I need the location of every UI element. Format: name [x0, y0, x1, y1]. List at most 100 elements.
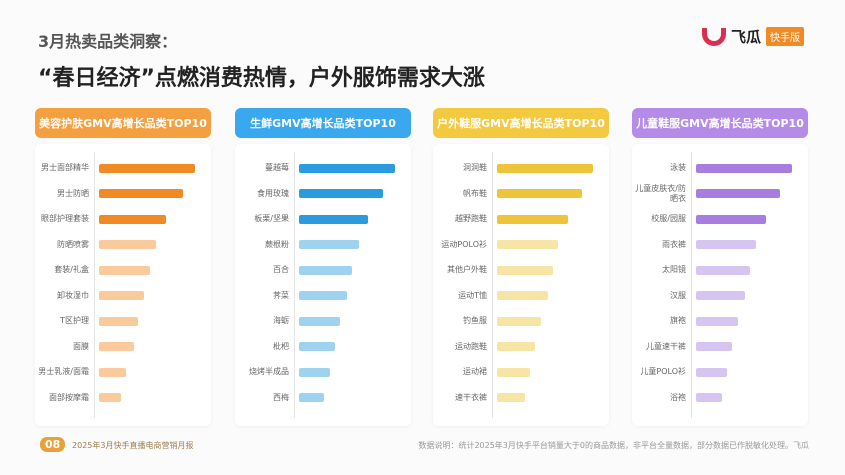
bar-row: 钓鱼服: [433, 309, 609, 333]
bar: [299, 189, 384, 198]
bar-row: 眼部护理套装: [35, 207, 211, 231]
logo-name: 飞瓜: [731, 28, 762, 46]
bar-row: 儿童皮肤衣/防晒衣: [632, 182, 808, 206]
chart-card: 生鲜GMV高增长品类TOP10 蔓越莓 食用玫瑰板栗/坚果蕨根粉 百合荠菜海蛎枇杷烧烤…: [235, 108, 411, 426]
category-label: 板栗/坚果: [254, 214, 289, 223]
bar: [497, 163, 593, 173]
category-label: 雨衣裤: [662, 239, 686, 249]
bar-row: 蕨根粉: [235, 233, 411, 257]
bar: [299, 316, 341, 326]
bar-row: 运动跑鞋: [433, 335, 609, 359]
bar: [99, 367, 126, 377]
bar: [299, 240, 359, 249]
bar-row: 套装/礼盒: [35, 258, 211, 282]
bar-row: 男士面部精华: [35, 156, 211, 180]
bar-row: 西梅: [235, 386, 411, 410]
bar: [99, 342, 134, 351]
bar-row: 男士防晒: [35, 182, 211, 206]
bar: [696, 240, 757, 249]
bar-row: 百合: [235, 258, 411, 282]
bar-row: 汉服: [632, 284, 808, 308]
axis-line: [691, 152, 692, 418]
bar: [299, 393, 324, 402]
bar-row: 海蛎: [235, 309, 411, 333]
chart-body: 泳装儿童皮肤衣/防晒衣校服/园服雨衣裤太阳镜汉服旗袍儿童速干裤儿童POLO衫浴袍: [632, 144, 808, 426]
bar-row: 泳装: [632, 156, 808, 180]
logo: 飞瓜 快手版: [702, 26, 805, 47]
report-name: 2025年3月快手直播电商营销月报: [72, 441, 194, 450]
bar: [696, 291, 745, 300]
chart-title: 生鲜GMV高增长品类TOP10: [235, 108, 411, 138]
bar: [497, 265, 553, 275]
bar: [99, 189, 184, 198]
bar: [696, 214, 767, 224]
bar-row: 越野跑鞋: [433, 207, 609, 231]
bar-row: 荠菜: [235, 284, 411, 308]
bar-row: 雨衣裤: [632, 233, 808, 257]
bar-row: 烧烤半成品: [235, 360, 411, 384]
bar-row: 太阳镜: [632, 258, 808, 282]
chart-card: 儿童鞋服GMV高增长品类TOP10 泳装儿童皮肤衣/防晒衣校服/园服雨衣裤太阳镜汉…: [632, 108, 808, 426]
bar: [99, 163, 195, 173]
category-label: 面部按摩霜: [49, 392, 89, 402]
category-label: 其他户外鞋: [447, 265, 487, 274]
category-label: 运动跑鞋: [455, 341, 487, 351]
page-subtitle: 3月热卖品类洞察：: [38, 32, 178, 51]
category-label: 男士乳液/面霜: [38, 367, 89, 376]
logo-icon: [702, 27, 726, 46]
category-label: 运动裙: [463, 367, 487, 376]
bar: [497, 316, 542, 326]
category-label: 卸妆湿巾: [57, 290, 89, 300]
bar: [696, 393, 722, 402]
logo-tag: 快手版: [766, 27, 805, 46]
category-label: 套装/礼盒: [54, 265, 89, 274]
bar: [299, 265, 352, 275]
category-label: 钓鱼服: [463, 316, 487, 325]
chart-card: 美容护肤GMV高增长品类TOP10 男士面部精华 男士防晒 眼部护理套装 防晒喷雾 套装/…: [35, 108, 211, 426]
category-label: 男士防晒: [57, 188, 89, 198]
category-label: 校服/园服: [651, 214, 686, 223]
chart-body: 洞洞鞋 帆布鞋 越野跑鞋 运动POLO衫 其他户外鞋 运动T恤 钓鱼服 运动跑鞋 运动裙 速干衣裤: [433, 144, 609, 426]
category-label: 枇杷: [273, 341, 289, 351]
bar-row: 旗袍: [632, 309, 808, 333]
bar-row: 面部按摩霜: [35, 386, 211, 410]
category-label: 浴袍: [670, 392, 686, 402]
bar-row: 板栗/坚果: [235, 207, 411, 231]
category-label: 男士面部精华: [41, 163, 89, 172]
chart-title: 户外鞋服GMV高增长品类TOP10: [433, 108, 609, 138]
category-label: 儿童POLO衫: [640, 367, 686, 376]
category-label: 荠菜: [273, 290, 289, 300]
chart-body: 蔓越莓 食用玫瑰板栗/坚果蕨根粉 百合荠菜海蛎枇杷烧烤半成品西梅: [235, 144, 411, 426]
axis-line: [492, 152, 493, 418]
category-label: 旗袍: [670, 316, 686, 325]
category-label: 越野跑鞋: [455, 214, 487, 223]
bar-row: 运动裙: [433, 360, 609, 384]
chart-title: 儿童鞋服GMV高增长品类TOP10: [632, 108, 808, 138]
category-label: 帆布鞋: [463, 188, 487, 198]
category-label: 儿童皮肤衣/防晒衣: [635, 183, 686, 203]
category-label: 太阳镜: [662, 265, 686, 274]
bar: [497, 214, 569, 224]
bar: [99, 316, 139, 326]
bar: [497, 393, 525, 402]
category-label: 西梅: [273, 392, 289, 402]
bar-row: 男士乳液/面霜: [35, 360, 211, 384]
category-label: 儿童速干裤: [646, 341, 686, 351]
bar-row: 速干衣裤: [433, 386, 609, 410]
category-label: 汉服: [670, 290, 686, 300]
bar: [696, 163, 792, 173]
bar-row: 卸妆湿巾: [35, 284, 211, 308]
bar: [299, 163, 395, 173]
bar-row: 面膜: [35, 335, 211, 359]
page-number: 08: [40, 437, 66, 452]
bar: [99, 240, 156, 249]
bar: [696, 265, 750, 275]
bar-row: 蔓越莓: [235, 156, 411, 180]
category-label: 海蛎: [273, 316, 289, 325]
bar-row: 其他户外鞋: [433, 258, 609, 282]
bar: [497, 291, 548, 300]
bar-row: 食用玫瑰: [235, 182, 411, 206]
category-label: 运动T恤: [458, 290, 487, 300]
bar-row: 儿童POLO衫: [632, 360, 808, 384]
category-label: 洞洞鞋: [463, 163, 487, 172]
